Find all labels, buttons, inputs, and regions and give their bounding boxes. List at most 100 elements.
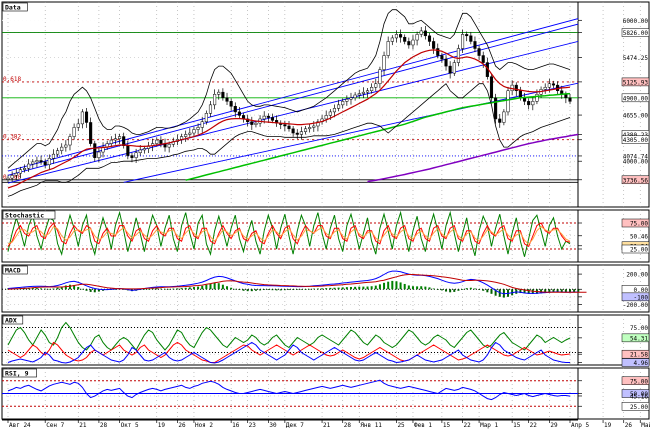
macd-histogram-bar: [308, 288, 311, 290]
candle-body: [229, 101, 233, 107]
macd-histogram-bar: [85, 289, 88, 291]
x-tick-label: 25: [397, 422, 405, 429]
candle-body: [403, 36, 407, 42]
y-label-box: [621, 244, 650, 254]
macd-histogram-bar: [288, 289, 290, 291]
candle-body: [138, 149, 142, 154]
x-tick-label: Дек 7: [286, 422, 304, 429]
macd-histogram-bar: [304, 289, 307, 290]
macd-histogram-bar: [411, 286, 414, 290]
candle-body: [159, 139, 163, 144]
candle-body: [283, 124, 287, 127]
candle-body: [47, 158, 51, 165]
panel-title-box: [2, 368, 37, 378]
macd-histogram-bar: [473, 288, 476, 290]
candle-body: [225, 97, 229, 102]
candle-body: [407, 41, 411, 46]
macd-histogram-bar: [527, 289, 530, 294]
macd-histogram-bar: [230, 287, 233, 290]
macd-histogram-bar: [523, 289, 526, 294]
x-tick-label: 15: [443, 422, 451, 429]
series-line-adx: [7, 321, 571, 351]
candle-body: [39, 160, 43, 163]
candle-body: [427, 35, 432, 42]
candle-body: [84, 111, 89, 123]
y-tick-label: 5474.25: [623, 55, 649, 62]
macd-histogram-bar: [321, 288, 324, 290]
x-tick-label: Фев 1: [414, 422, 432, 429]
candle-body: [535, 94, 539, 102]
macd-histogram-bar: [573, 289, 576, 293]
y-tick-label: 25.00: [630, 247, 648, 254]
macd-histogram-bar: [461, 289, 464, 290]
candle-body: [303, 128, 308, 132]
candle-body: [167, 144, 171, 148]
candle-body: [109, 139, 113, 144]
macd-histogram-bar: [213, 282, 216, 290]
candle-body: [295, 132, 299, 135]
macd-histogram-bar: [68, 284, 71, 290]
macd-histogram-bar: [564, 289, 567, 293]
candle-body: [394, 34, 398, 39]
y-tick-label: 3736.56: [623, 177, 649, 184]
macd-histogram-bar: [428, 287, 431, 290]
candle-body: [18, 169, 22, 174]
candle-body: [233, 106, 237, 113]
candle-body: [299, 131, 303, 135]
candle-body: [440, 55, 444, 60]
candle-body: [411, 39, 415, 46]
candle-body: [196, 127, 200, 130]
x-tick-label: 22: [464, 422, 472, 429]
macd-histogram-bar: [544, 289, 547, 294]
macd-histogram-bar: [341, 287, 344, 290]
y-tick-label: 4305.00: [623, 137, 649, 144]
panel-title: ADX: [5, 317, 17, 325]
y-label-box: [621, 93, 650, 103]
macd-histogram-bar: [263, 289, 266, 291]
x-tick-label: 15: [513, 422, 521, 429]
candle-body: [254, 122, 258, 125]
candle-body: [498, 118, 502, 123]
macd-histogram-bar: [407, 285, 410, 290]
macd-histogram-bar: [221, 284, 224, 290]
x-tick-label: 26: [178, 422, 186, 429]
y-tick-label: -100: [634, 294, 649, 301]
candle-body: [97, 151, 101, 158]
macd-histogram-bar: [478, 289, 481, 290]
macd-histogram-bar: [35, 288, 38, 290]
macd-histogram-bar: [242, 289, 245, 291]
macd-histogram-bar: [440, 289, 443, 291]
candle-body: [465, 34, 469, 37]
candle-body: [221, 91, 225, 99]
candle-body: [518, 90, 522, 99]
channel-lines: [7, 18, 578, 184]
series-line--d: [7, 222, 571, 248]
candle-body: [270, 117, 275, 121]
candle-body: [477, 48, 481, 56]
candle-body: [378, 69, 382, 84]
candle-body: [287, 125, 291, 130]
macd-histogram-bar: [457, 289, 460, 291]
candle-body: [353, 94, 357, 99]
series-line-macd: [7, 270, 579, 295]
macd-histogram-bar: [56, 287, 59, 290]
macd-histogram-bar: [159, 288, 162, 290]
candle-body: [456, 48, 460, 63]
candle-body: [328, 111, 332, 116]
macd-histogram-bar: [345, 287, 348, 290]
panel-title: Data: [5, 4, 21, 12]
macd-histogram-bar: [97, 289, 100, 292]
y-label-box: [621, 376, 650, 385]
y-label-box: [621, 28, 650, 37]
candle-body: [35, 160, 39, 163]
candle-body: [514, 84, 518, 92]
candle-body: [390, 37, 394, 42]
macd-histogram-bar: [548, 289, 551, 293]
candle-body: [481, 55, 485, 63]
macd-histogram-bar: [552, 289, 555, 293]
x-tick-label: Ноя 2: [195, 422, 213, 429]
x-tick-label: Янв 11: [360, 422, 382, 429]
candle-body: [208, 104, 213, 114]
y-tick-label: 5826.00: [623, 30, 649, 37]
